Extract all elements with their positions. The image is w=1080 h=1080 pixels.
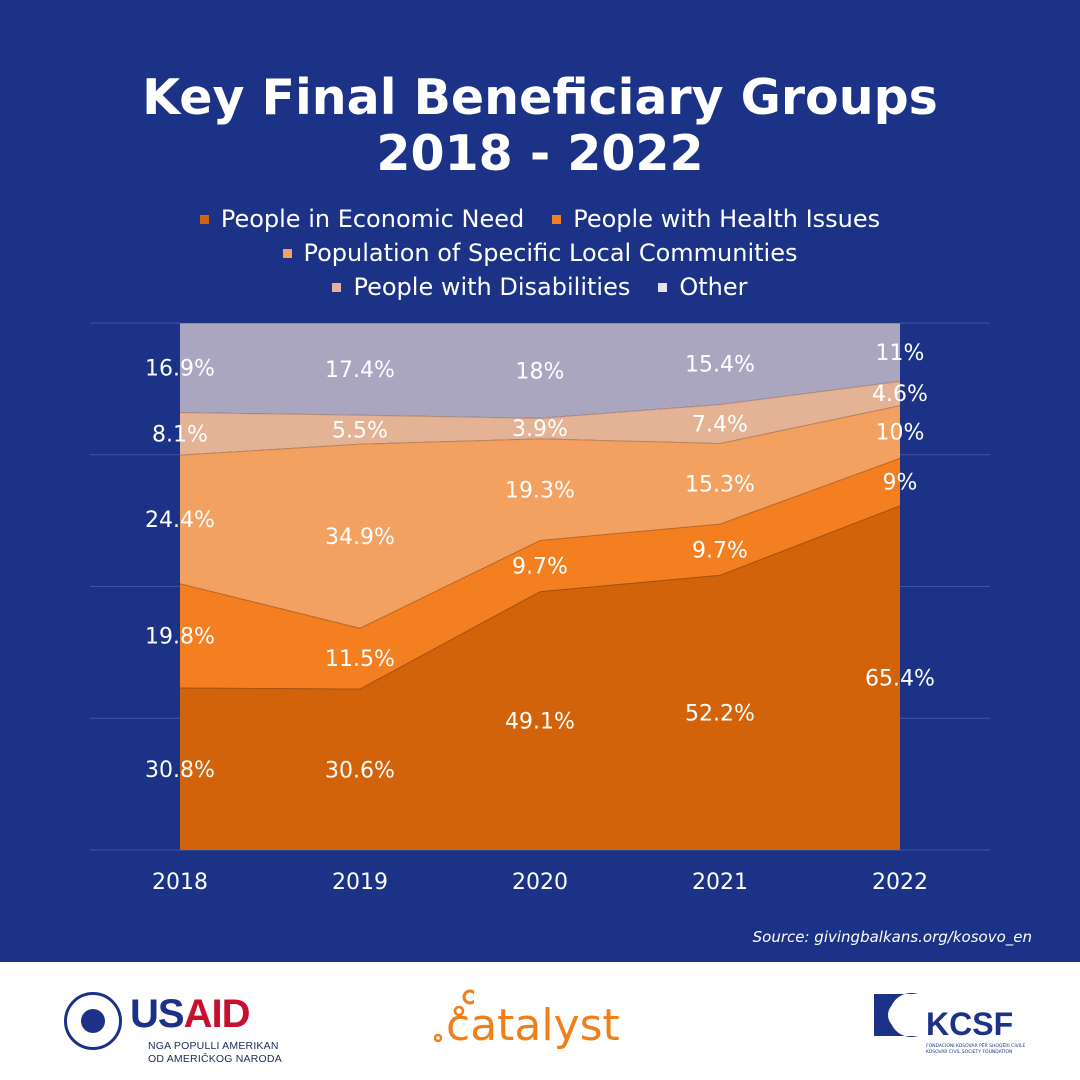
data-label: 9.7%: [512, 555, 568, 580]
usaid-tagline-2: OD AMERIČKOG NARODA: [148, 1053, 282, 1065]
data-label: 8.1%: [152, 422, 208, 447]
data-label: 52.2%: [685, 701, 755, 726]
legend-swatch-local-communities: [282, 248, 292, 258]
legend-item-health-issues: People with Health Issues: [552, 202, 880, 236]
usaid-wordmark: USAID: [130, 992, 250, 1036]
data-label: 30.6%: [325, 758, 395, 783]
data-label: 11.5%: [325, 647, 395, 672]
data-label: 11%: [876, 341, 925, 366]
data-label: 7.4%: [692, 413, 748, 438]
kcsf-mark-icon: [874, 993, 918, 1037]
legend-label-economic-need: People in Economic Need: [220, 205, 525, 233]
data-label: 3.9%: [512, 417, 568, 442]
legend-swatch-disabilities: [332, 282, 342, 292]
usaid-tagline-1: NGA POPULLI AMERIKAN: [148, 1040, 279, 1052]
legend-row-2: Population of Specific Local Communities: [0, 236, 1080, 270]
data-label: 9%: [883, 471, 918, 496]
data-label: 65.4%: [865, 667, 935, 692]
catalyst-logo: catalyst: [434, 984, 664, 1054]
data-label: 49.1%: [505, 710, 575, 735]
data-label: 18%: [516, 359, 565, 384]
legend-label-other: Other: [679, 273, 748, 301]
data-label: 15.4%: [685, 353, 755, 378]
kcsf-wordmark: KCSF: [926, 1006, 1014, 1042]
data-label: 34.9%: [325, 525, 395, 550]
data-label: 24.4%: [145, 508, 215, 533]
chart-title-line-2: 2018 - 2022: [376, 125, 704, 182]
kcsf-tagline-2: KOSOVAR CIVIL SOCIETY FOUNDATION: [926, 1050, 1013, 1055]
catalyst-dots-icon: [434, 989, 474, 1043]
kcsf-tagline-1: FONDACIONI KOSOVAR PËR SHOQËRI CIVILE: [926, 1044, 1026, 1049]
data-label: 5.5%: [332, 418, 388, 443]
area-series-1: [180, 505, 900, 850]
x-tick-label: 2020: [512, 870, 568, 895]
data-label: 19.3%: [505, 478, 575, 503]
legend-item-economic-need: People in Economic Need: [199, 202, 525, 236]
legend-label-health-issues: People with Health Issues: [573, 205, 881, 233]
area-series-3: [180, 405, 900, 628]
x-tick-label: 2021: [692, 870, 748, 895]
legend-row-1: People in Economic Need People with Heal…: [0, 202, 1080, 236]
x-tick-label: 2018: [152, 870, 208, 895]
catalyst-wordmark: catalyst: [446, 1000, 620, 1051]
x-tick-label: 2022: [872, 870, 928, 895]
data-label: 10%: [876, 421, 925, 446]
area-series-2: [180, 457, 900, 689]
data-label: 30.8%: [145, 758, 215, 783]
data-label: 17.4%: [325, 358, 395, 383]
stacked-area-chart: 30.8% 30.6% 49.1% 52.2% 65.4% 19.8% 11.5% 9.7% 9…: [90, 322, 990, 895]
usaid-logo: USAID NGA POPULLI AMERIKAN OD AMERIČKOG …: [64, 992, 282, 1065]
legend-item-disabilities: People with Disabilities: [332, 270, 630, 304]
x-tick-label: 2019: [332, 870, 388, 895]
data-label: 4.6%: [872, 382, 928, 407]
legend-swatch-health-issues: [552, 214, 562, 224]
legend-row-3: People with Disabilities Other: [0, 270, 1080, 304]
legend-label-disabilities: People with Disabilities: [353, 273, 631, 301]
data-label: 16.9%: [145, 357, 215, 382]
area-series-5: [180, 323, 900, 418]
footer-logos: USAID NGA POPULLI AMERIKAN OD AMERIČKOG …: [0, 962, 1080, 1080]
data-label: 15.3%: [685, 472, 755, 497]
kcsf-logo: KCSF FONDACIONI KOSOVAR PËR SHOQËRI CIVI…: [872, 992, 1052, 1062]
data-label: 9.7%: [692, 538, 748, 563]
legend-swatch-economic-need: [199, 214, 209, 224]
legend-swatch-other: [658, 282, 668, 292]
source-note: Source: givingbalkans.org/kosovo_en: [752, 928, 1032, 946]
legend-label-local-communities: Population of Specific Local Communities: [303, 239, 798, 267]
legend-item-other: Other: [658, 270, 748, 304]
data-label: 19.8%: [145, 625, 215, 650]
usaid-seal-icon: [64, 992, 122, 1050]
chart-title-line-1: Key Final Beneficiary Groups: [142, 69, 938, 126]
legend-item-local-communities: Population of Specific Local Communities: [282, 236, 798, 270]
